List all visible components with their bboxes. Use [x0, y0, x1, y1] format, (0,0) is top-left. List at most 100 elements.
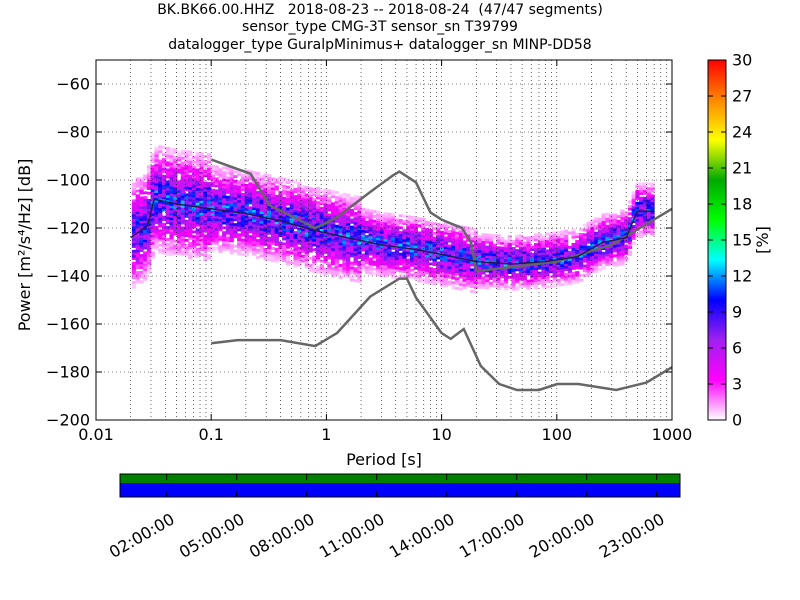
heatmap-cell: [503, 254, 509, 257]
heatmap-cell: [150, 212, 155, 216]
heatmap-cell: [485, 262, 490, 266]
heatmap-cell: [455, 253, 460, 257]
heatmap-cell: [353, 250, 358, 254]
heatmap-cell: [161, 191, 167, 195]
heatmap-cell: [556, 281, 561, 285]
heatmap-cell: [496, 275, 501, 279]
heatmap-cell: [541, 273, 546, 277]
heatmap-cell: [255, 181, 261, 185]
heatmap-cell: [229, 239, 234, 243]
heatmap-cell: [346, 193, 351, 197]
heatmap-cell: [594, 250, 599, 254]
heatmap-cell: [620, 245, 625, 249]
heatmap-cell: [225, 190, 231, 194]
heatmap-cell: [210, 232, 216, 235]
heatmap-cell: [278, 205, 283, 209]
heatmap-cell: [488, 274, 494, 278]
heatmap-cell: [571, 257, 576, 261]
heatmap-cell: [511, 242, 516, 246]
heatmap-cell: [594, 224, 599, 228]
heatmap-cell: [323, 193, 328, 197]
heatmap-cell: [327, 213, 332, 217]
heatmap-cell: [188, 227, 193, 231]
heatmap-cell: [409, 244, 415, 248]
heatmap-cell: [601, 242, 606, 246]
heatmap-cell: [616, 222, 621, 226]
heatmap-cell: [368, 247, 373, 251]
heatmap-cell: [131, 264, 137, 268]
heatmap-cell: [515, 237, 520, 241]
heatmap-cell: [195, 238, 201, 242]
heatmap-cell: [210, 248, 216, 252]
heatmap-cell: [417, 217, 422, 220]
heatmap-cell: [191, 156, 197, 159]
heatmap-cell: [184, 169, 189, 173]
heatmap-cell: [466, 267, 471, 271]
heatmap-cell: [601, 256, 606, 260]
heatmap-cell: [458, 254, 464, 257]
heatmap-cell: [255, 255, 261, 259]
heatmap-cell: [255, 195, 261, 199]
heatmap-cell: [214, 227, 219, 231]
heatmap-cell: [180, 185, 185, 189]
heatmap-cell: [331, 255, 336, 258]
heatmap-cell: [297, 188, 302, 192]
heatmap-cell: [180, 252, 185, 256]
heatmap-cell: [176, 187, 182, 191]
heatmap-cell: [428, 252, 433, 256]
heatmap-cell: [222, 204, 227, 208]
heatmap-cell: [391, 232, 396, 236]
heatmap-cell: [353, 248, 358, 251]
heatmap-cell: [278, 200, 283, 204]
heatmap-cell: [466, 233, 471, 237]
heatmap-cell: [462, 228, 467, 232]
heatmap-cell: [252, 226, 257, 230]
heatmap-cell: [342, 219, 347, 223]
heatmap-cell: [361, 231, 366, 235]
heatmap-cell: [139, 254, 144, 257]
heatmap-cell: [473, 245, 479, 249]
heatmap-cell: [278, 183, 283, 187]
heatmap-cell: [188, 150, 193, 154]
heatmap-cell: [376, 244, 381, 248]
heatmap-cell: [240, 173, 246, 177]
heatmap-cell: [267, 200, 272, 204]
heatmap-cell: [323, 224, 328, 228]
heatmap-cell: [165, 216, 170, 220]
heatmap-cell: [154, 185, 159, 189]
heatmap-cell: [259, 182, 264, 186]
heatmap-cell: [297, 196, 302, 200]
heatmap-cell: [278, 212, 283, 216]
heatmap-cell: [304, 258, 309, 262]
heatmap-cell: [492, 236, 497, 240]
heatmap-cell: [244, 217, 249, 221]
heatmap-cell: [406, 241, 411, 245]
heatmap-cell: [530, 257, 535, 261]
heatmap-cell: [214, 177, 219, 181]
heatmap-cell: [582, 233, 588, 237]
heatmap-cell: [458, 282, 464, 286]
heatmap-cell: [184, 193, 189, 197]
heatmap-cell: [560, 235, 565, 238]
heatmap-cell: [368, 269, 373, 273]
heatmap-cell: [169, 178, 174, 182]
heatmap-cell: [372, 214, 377, 218]
heatmap-cell: [191, 223, 197, 227]
heatmap-cell: [605, 246, 610, 250]
heatmap-cell: [143, 200, 148, 204]
heatmap-cell: [169, 205, 174, 209]
heatmap-cell: [451, 242, 456, 246]
heatmap-cell: [161, 244, 167, 248]
heatmap-cell: [417, 233, 422, 237]
heatmap-cell: [131, 266, 137, 270]
heatmap-cell: [526, 279, 531, 283]
heatmap-cell: [616, 243, 621, 247]
heatmap-cell: [199, 159, 204, 163]
heatmap-cell: [154, 204, 159, 208]
heatmap-cell: [267, 229, 272, 233]
heatmap-cell: [530, 269, 535, 273]
heatmap-cell: [541, 254, 546, 258]
heatmap-cell: [439, 257, 445, 261]
heatmap-cell: [383, 217, 388, 220]
